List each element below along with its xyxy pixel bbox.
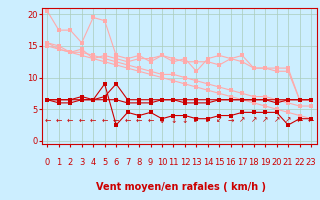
- Text: ↗: ↗: [239, 116, 245, 125]
- Text: ↙: ↙: [193, 116, 200, 125]
- Text: ←: ←: [136, 116, 142, 125]
- Text: Vent moyen/en rafales ( km/h ): Vent moyen/en rafales ( km/h ): [96, 182, 266, 192]
- Text: ↗: ↗: [274, 116, 280, 125]
- Text: ↓: ↓: [159, 116, 165, 125]
- Text: ↓: ↓: [170, 116, 177, 125]
- Text: ←: ←: [44, 116, 51, 125]
- Text: ↓: ↓: [182, 116, 188, 125]
- Text: ←: ←: [101, 116, 108, 125]
- Text: ↙: ↙: [216, 116, 222, 125]
- Text: ↗: ↗: [262, 116, 268, 125]
- Text: ←: ←: [308, 116, 314, 125]
- Text: ←: ←: [147, 116, 154, 125]
- Text: ←: ←: [113, 116, 119, 125]
- Text: ←: ←: [78, 116, 85, 125]
- Text: ←: ←: [56, 116, 62, 125]
- Text: →: →: [228, 116, 234, 125]
- Text: ↙: ↙: [205, 116, 211, 125]
- Text: ←: ←: [124, 116, 131, 125]
- Text: ←: ←: [90, 116, 96, 125]
- Text: ↗: ↗: [251, 116, 257, 125]
- Text: ←: ←: [67, 116, 74, 125]
- Text: ↗: ↗: [285, 116, 291, 125]
- Text: ←: ←: [296, 116, 303, 125]
